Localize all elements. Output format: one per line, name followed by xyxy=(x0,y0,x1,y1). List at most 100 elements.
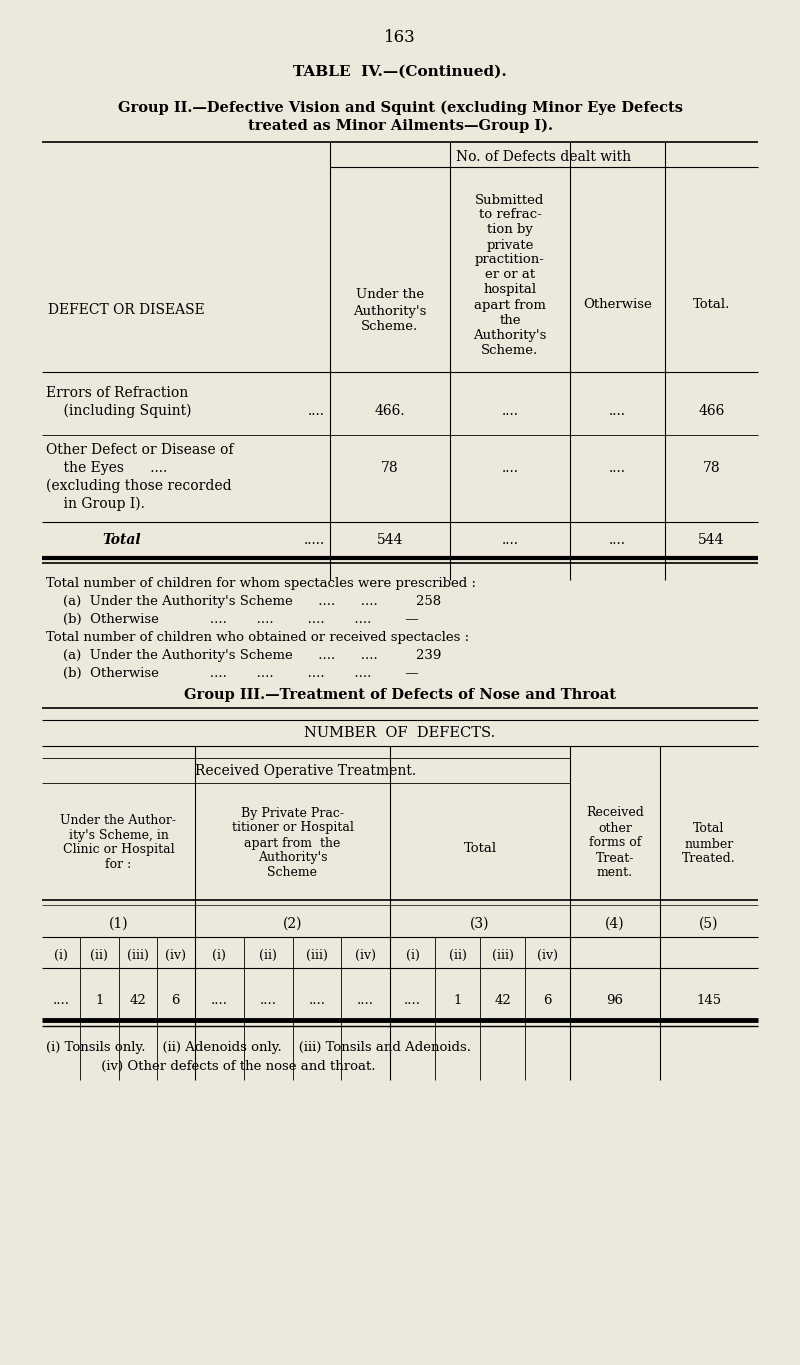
Text: Total: Total xyxy=(102,532,142,547)
Text: TABLE  IV.—(Continued).: TABLE IV.—(Continued). xyxy=(293,66,507,79)
Text: ....: .... xyxy=(609,404,626,418)
Text: (iv): (iv) xyxy=(355,949,376,961)
Text: 78: 78 xyxy=(381,461,399,475)
Text: (excluding those recorded: (excluding those recorded xyxy=(46,479,232,493)
Text: (including Squint): (including Squint) xyxy=(46,404,191,418)
Text: the Eyes      ....: the Eyes .... xyxy=(46,461,167,475)
Text: apart from: apart from xyxy=(474,299,546,311)
Text: No. of Defects dealt with: No. of Defects dealt with xyxy=(457,150,631,164)
Text: Under the: Under the xyxy=(356,288,424,302)
Text: (iii): (iii) xyxy=(491,949,514,961)
Text: forms of: forms of xyxy=(589,837,641,849)
Text: Other Defect or Disease of: Other Defect or Disease of xyxy=(46,444,234,457)
Text: NUMBER  OF  DEFECTS.: NUMBER OF DEFECTS. xyxy=(304,726,496,740)
Text: titioner or Hospital: titioner or Hospital xyxy=(231,822,354,834)
Text: (i): (i) xyxy=(406,949,419,961)
Text: (iii): (iii) xyxy=(306,949,328,961)
Text: Authority's: Authority's xyxy=(258,852,327,864)
Text: 96: 96 xyxy=(606,994,623,1006)
Text: (3): (3) xyxy=(470,917,490,931)
Text: Scheme.: Scheme. xyxy=(482,344,538,356)
Text: for :: for : xyxy=(106,859,132,871)
Text: Authority's: Authority's xyxy=(474,329,546,341)
Text: ....: .... xyxy=(260,994,277,1006)
Text: Group II.—Defective Vision and Squint (excluding Minor Eye Defects: Group II.—Defective Vision and Squint (e… xyxy=(118,101,682,115)
Text: 544: 544 xyxy=(377,532,403,547)
Text: Total: Total xyxy=(694,823,725,835)
Text: (i) Tonsils only.    (ii) Adenoids only.    (iii) Tonsils and Adenoids.: (i) Tonsils only. (ii) Adenoids only. (i… xyxy=(46,1041,471,1055)
Text: ....: .... xyxy=(308,994,326,1006)
Text: By Private Prac-: By Private Prac- xyxy=(241,807,344,819)
Text: practition-: practition- xyxy=(475,254,545,266)
Text: Errors of Refraction: Errors of Refraction xyxy=(46,386,188,400)
Text: ....: .... xyxy=(404,994,421,1006)
Text: (b)  Otherwise            ....       ....        ....       ....        —: (b) Otherwise .... .... .... .... — xyxy=(46,666,418,680)
Text: ....: .... xyxy=(211,994,228,1006)
Text: er or at: er or at xyxy=(485,269,535,281)
Text: ....: .... xyxy=(502,404,518,418)
Text: 6: 6 xyxy=(172,994,180,1006)
Text: Total number of children who obtained or received spectacles :: Total number of children who obtained or… xyxy=(46,631,469,643)
Text: 466: 466 xyxy=(698,404,725,418)
Text: (b)  Otherwise            ....       ....        ....       ....        —: (b) Otherwise .... .... .... .... — xyxy=(46,613,418,625)
Text: ....: .... xyxy=(357,994,374,1006)
Text: Otherwise: Otherwise xyxy=(583,299,652,311)
Text: (iv): (iv) xyxy=(166,949,186,961)
Text: 163: 163 xyxy=(384,30,416,46)
Text: ....: .... xyxy=(308,404,325,418)
Text: Treated.: Treated. xyxy=(682,853,736,865)
Text: Clinic or Hospital: Clinic or Hospital xyxy=(62,844,174,856)
Text: ....: .... xyxy=(502,461,518,475)
Text: (ii): (ii) xyxy=(449,949,466,961)
Text: Treat-: Treat- xyxy=(596,852,634,864)
Text: 42: 42 xyxy=(130,994,146,1006)
Text: (i): (i) xyxy=(213,949,226,961)
Text: Authority's: Authority's xyxy=(354,304,426,318)
Text: Total number of children for whom spectacles were prescribed :: Total number of children for whom specta… xyxy=(46,576,476,590)
Text: the: the xyxy=(499,314,521,326)
Text: (5): (5) xyxy=(699,917,718,931)
Text: private: private xyxy=(486,239,534,251)
Text: ity's Scheme, in: ity's Scheme, in xyxy=(69,829,169,841)
Text: Received Operative Treatment.: Received Operative Treatment. xyxy=(195,764,417,778)
Text: ....: .... xyxy=(53,994,70,1006)
Text: Group III.—Treatment of Defects of Nose and Throat: Group III.—Treatment of Defects of Nose … xyxy=(184,688,616,702)
Text: to refrac-: to refrac- xyxy=(478,209,542,221)
Text: (ii): (ii) xyxy=(90,949,108,961)
Text: Scheme: Scheme xyxy=(267,867,318,879)
Text: 1: 1 xyxy=(454,994,462,1006)
Text: 466.: 466. xyxy=(374,404,406,418)
Text: .....: ..... xyxy=(304,532,325,547)
Text: ....: .... xyxy=(502,532,518,547)
Text: 145: 145 xyxy=(697,994,722,1006)
Text: DEFECT OR DISEASE: DEFECT OR DISEASE xyxy=(48,303,205,317)
Text: (i): (i) xyxy=(54,949,68,961)
Text: 6: 6 xyxy=(543,994,552,1006)
Text: other: other xyxy=(598,822,632,834)
Text: (ii): (ii) xyxy=(259,949,277,961)
Text: (1): (1) xyxy=(109,917,128,931)
Text: (iv) Other defects of the nose and throat.: (iv) Other defects of the nose and throa… xyxy=(46,1059,375,1073)
Text: (iii): (iii) xyxy=(126,949,149,961)
Text: Total: Total xyxy=(463,841,497,854)
Text: Total.: Total. xyxy=(693,299,730,311)
Text: Submitted: Submitted xyxy=(475,194,545,206)
Text: in Group I).: in Group I). xyxy=(46,497,145,512)
Text: (a)  Under the Authority's Scheme      ....      ....         239: (a) Under the Authority's Scheme .... ..… xyxy=(46,648,442,662)
Text: 1: 1 xyxy=(95,994,103,1006)
Text: 78: 78 xyxy=(702,461,720,475)
Text: 42: 42 xyxy=(494,994,511,1006)
Text: 544: 544 xyxy=(698,532,725,547)
Text: treated as Minor Ailments—Group I).: treated as Minor Ailments—Group I). xyxy=(247,119,553,134)
Text: tion by: tion by xyxy=(487,224,533,236)
Text: ....: .... xyxy=(609,532,626,547)
Text: ....: .... xyxy=(609,461,626,475)
Text: ment.: ment. xyxy=(597,867,633,879)
Text: (iv): (iv) xyxy=(537,949,558,961)
Text: apart from  the: apart from the xyxy=(244,837,341,849)
Text: Under the Author-: Under the Author- xyxy=(61,814,177,826)
Text: (a)  Under the Authority's Scheme      ....      ....         258: (a) Under the Authority's Scheme .... ..… xyxy=(46,595,441,607)
Text: Received: Received xyxy=(586,807,644,819)
Text: (4): (4) xyxy=(605,917,625,931)
Text: (2): (2) xyxy=(282,917,302,931)
